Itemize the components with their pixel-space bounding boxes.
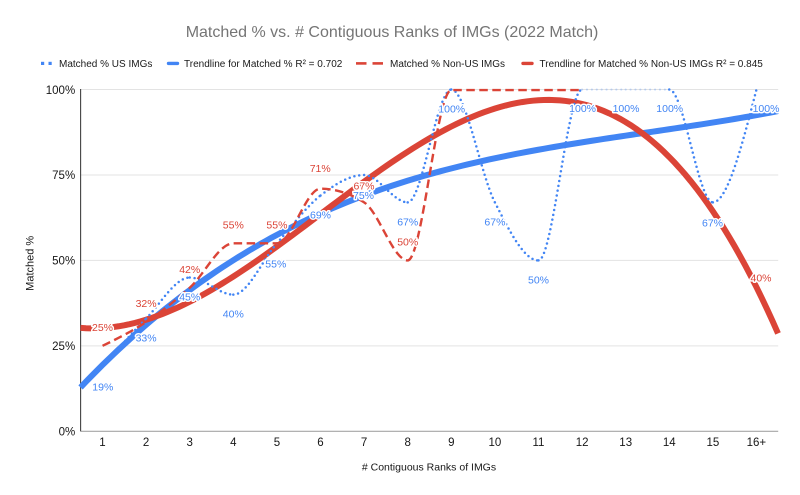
svg-text:75%: 75% bbox=[52, 170, 75, 182]
svg-text:2: 2 bbox=[143, 437, 149, 449]
svg-text:100%: 100% bbox=[46, 85, 75, 97]
svg-text:25%: 25% bbox=[52, 341, 75, 353]
svg-text:67%: 67% bbox=[397, 216, 418, 228]
svg-text:40%: 40% bbox=[750, 273, 771, 285]
svg-text:Trendline for Matched % Non-US: Trendline for Matched % Non-US IMGs R² =… bbox=[540, 59, 764, 70]
svg-text:40%: 40% bbox=[223, 309, 244, 321]
svg-text:100%: 100% bbox=[613, 103, 640, 115]
svg-text:8: 8 bbox=[404, 437, 410, 449]
svg-text:14: 14 bbox=[663, 437, 676, 449]
svg-text:10: 10 bbox=[489, 437, 502, 449]
svg-text:42%: 42% bbox=[179, 264, 200, 276]
svg-text:100%: 100% bbox=[569, 103, 596, 115]
svg-text:25%: 25% bbox=[92, 322, 113, 334]
svg-text:55%: 55% bbox=[266, 219, 287, 231]
svg-text:0%: 0% bbox=[59, 427, 76, 439]
svg-text:50%: 50% bbox=[52, 256, 75, 268]
svg-text:19%: 19% bbox=[92, 382, 113, 394]
svg-text:50%: 50% bbox=[528, 274, 549, 286]
svg-text:Trendline for Matched % R² = 0: Trendline for Matched % R² = 0.702 bbox=[184, 59, 343, 70]
svg-text:100%: 100% bbox=[656, 103, 683, 115]
svg-text:6: 6 bbox=[317, 437, 323, 449]
svg-text:69%: 69% bbox=[310, 210, 331, 222]
svg-text:3: 3 bbox=[186, 437, 192, 449]
svg-text:45%: 45% bbox=[179, 292, 200, 304]
svg-text:Matched % Non-US IMGs: Matched % Non-US IMGs bbox=[390, 59, 505, 70]
svg-text:55%: 55% bbox=[265, 258, 286, 270]
svg-text:9: 9 bbox=[448, 437, 454, 449]
svg-text:71%: 71% bbox=[310, 163, 331, 175]
svg-text:33%: 33% bbox=[136, 333, 157, 345]
svg-text:15: 15 bbox=[707, 437, 720, 449]
svg-text:75%: 75% bbox=[353, 190, 374, 202]
svg-text:32%: 32% bbox=[136, 298, 157, 310]
svg-text:# Contiguous Ranks of IMGs: # Contiguous Ranks of IMGs bbox=[362, 462, 496, 474]
svg-text:16+: 16+ bbox=[747, 437, 767, 449]
svg-text:1: 1 bbox=[99, 437, 105, 449]
svg-text:13: 13 bbox=[619, 437, 632, 449]
svg-text:Matched %: Matched % bbox=[25, 236, 37, 291]
svg-text:11: 11 bbox=[533, 437, 545, 449]
svg-text:67%: 67% bbox=[353, 181, 374, 193]
svg-text:4: 4 bbox=[230, 437, 237, 449]
svg-text:100%: 100% bbox=[753, 103, 780, 115]
svg-text:Matched % US IMGs: Matched % US IMGs bbox=[59, 59, 152, 70]
svg-text:12: 12 bbox=[576, 437, 589, 449]
svg-text:5: 5 bbox=[274, 437, 280, 449]
svg-text:67%: 67% bbox=[484, 216, 505, 228]
svg-text:55%: 55% bbox=[223, 219, 244, 231]
svg-text:Matched % vs. # Contiguous Ran: Matched % vs. # Contiguous Ranks of IMGs… bbox=[186, 24, 599, 41]
svg-text:100%: 100% bbox=[438, 104, 465, 116]
svg-text:67%: 67% bbox=[702, 218, 723, 230]
svg-text:7: 7 bbox=[361, 437, 367, 449]
svg-text:50%: 50% bbox=[397, 236, 418, 248]
